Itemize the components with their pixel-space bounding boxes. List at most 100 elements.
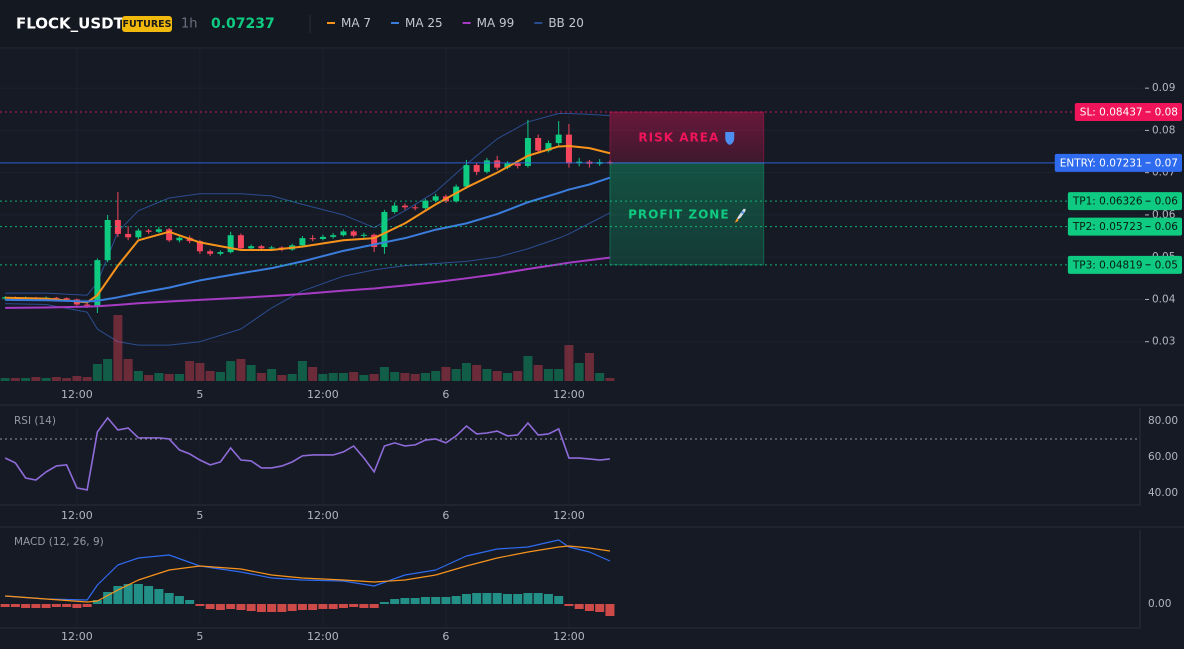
- volume-bar: [502, 373, 512, 381]
- histogram-bar: [410, 598, 420, 604]
- volume-bar: [513, 371, 523, 381]
- level-axis-label: 0.08: [1155, 106, 1178, 118]
- histogram-bar: [482, 593, 492, 604]
- level-box: [1067, 217, 1182, 236]
- y-tick-label: 0.08: [1152, 124, 1175, 136]
- volume-bar: [482, 369, 492, 381]
- x-tick-label: 12:00: [307, 388, 339, 401]
- volume-bar: [297, 361, 307, 381]
- macd-line: [5, 545, 611, 603]
- histogram-bar: [513, 594, 523, 604]
- volume-bar: [379, 367, 389, 381]
- candle-body: [381, 211, 388, 248]
- volume-bar: [584, 353, 594, 381]
- histogram-bar: [185, 600, 195, 604]
- histogram-bar: [205, 604, 215, 609]
- histogram-bar: [554, 596, 564, 604]
- candle-body: [504, 163, 511, 168]
- x-tick-label: 12:00: [553, 630, 585, 643]
- histogram-bar: [215, 604, 225, 610]
- volume-bar: [72, 376, 82, 381]
- histogram-bar: [174, 596, 184, 604]
- last-price: 0.07237: [211, 16, 275, 32]
- ma-line: [5, 145, 611, 304]
- volume-bar: [62, 378, 72, 381]
- y-tick-label: 60.00: [1148, 451, 1178, 463]
- volume-bar: [533, 365, 543, 381]
- volume-bar: [164, 374, 174, 381]
- volume-bar: [359, 375, 369, 381]
- volume-bar: [574, 363, 584, 381]
- header-bar: [0, 0, 1184, 48]
- histogram-bar: [369, 604, 379, 608]
- histogram-bar: [154, 589, 164, 604]
- volume-bar: [287, 374, 297, 381]
- candle-body: [53, 297, 60, 299]
- volume-bar: [308, 367, 318, 381]
- histogram-bar: [236, 604, 246, 610]
- histogram-bar: [72, 604, 82, 608]
- volume-bar: [256, 373, 266, 381]
- x-tick-label: 12:00: [307, 630, 339, 643]
- macd-line: [5, 539, 611, 601]
- candle-body: [401, 205, 408, 208]
- ma-line: [5, 176, 611, 303]
- candle-body: [535, 138, 542, 151]
- candle-body: [2, 297, 9, 299]
- rocket-window: [741, 211, 744, 214]
- y-tick-label: 0.00: [1148, 598, 1171, 610]
- candle-body: [545, 143, 552, 151]
- histogram-bar: [287, 604, 297, 611]
- rocket-flame: [734, 217, 739, 223]
- ma-line: [5, 256, 611, 309]
- level-box: [1054, 153, 1182, 172]
- volume-bar: [451, 369, 461, 381]
- histogram-bar: [195, 604, 205, 606]
- histogram-bar: [267, 604, 277, 612]
- histogram-bar: [431, 597, 441, 604]
- volume-bar: [472, 365, 482, 381]
- histogram-bar: [226, 604, 236, 609]
- histogram-bar: [41, 604, 51, 608]
- legend-label: MA 99: [477, 16, 515, 30]
- badge: FUTURES: [122, 19, 171, 30]
- volume-bar: [492, 371, 502, 381]
- volume-bar: [144, 375, 154, 381]
- volume-bar: [595, 373, 605, 381]
- volume-bar: [123, 359, 133, 381]
- volume-bar: [390, 372, 400, 381]
- volume-bar: [420, 373, 430, 381]
- histogram-bar: [31, 604, 41, 608]
- volume-bar: [51, 377, 61, 381]
- histogram-bar: [123, 584, 133, 604]
- x-tick-label: 6: [442, 509, 449, 522]
- y-tick-label: 0.09: [1152, 82, 1175, 94]
- zone-label: PROFIT ZONE: [628, 207, 729, 221]
- histogram-bar: [472, 593, 482, 604]
- histogram-bar: [492, 593, 502, 604]
- volume-bar: [82, 377, 92, 381]
- histogram-bar: [256, 604, 266, 612]
- histogram-bar: [379, 602, 389, 604]
- histogram-bar: [441, 597, 451, 604]
- histogram-bar: [564, 604, 574, 606]
- volume-bar: [215, 372, 225, 381]
- volume-bar: [10, 378, 20, 381]
- volume-bar: [369, 374, 379, 381]
- candle-body: [84, 304, 91, 306]
- x-tick-label: 12:00: [61, 509, 93, 522]
- candle-body: [319, 236, 326, 240]
- legend-label: BB 20: [548, 16, 584, 30]
- histogram-bar: [51, 604, 61, 607]
- candle-body: [94, 260, 101, 306]
- volume-bar: [174, 374, 184, 381]
- histogram-bar: [605, 604, 615, 616]
- candle-body: [463, 165, 470, 187]
- volume-bar: [523, 356, 533, 381]
- level-label: TP3: 0.04819: [1072, 259, 1143, 271]
- candle-body: [207, 251, 214, 254]
- candle-body: [422, 200, 429, 209]
- volume-bar: [133, 371, 143, 381]
- volume-bar: [605, 378, 615, 381]
